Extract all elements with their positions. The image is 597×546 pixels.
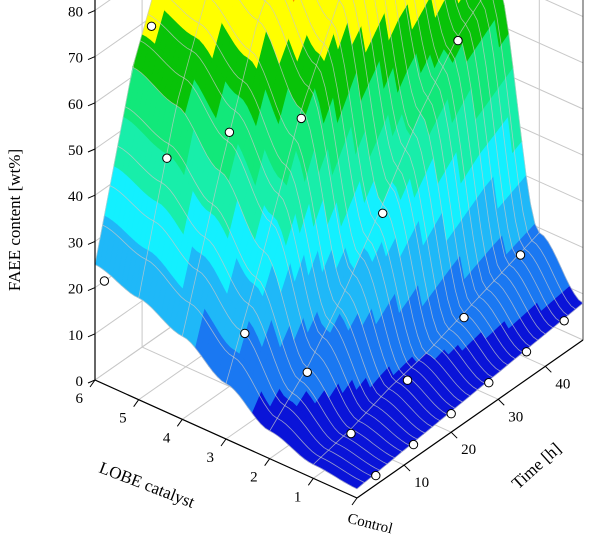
data-point <box>402 375 413 385</box>
mesh-line-catalyst <box>138 0 206 299</box>
surface-patch <box>199 0 206 3</box>
data-points <box>99 21 569 481</box>
catalyst-tick <box>176 419 183 427</box>
mesh-line-catalyst <box>181 0 267 337</box>
data-point <box>146 21 157 31</box>
surface-patch <box>293 0 304 15</box>
data-point <box>521 347 532 357</box>
mesh-line-catalyst <box>225 0 340 384</box>
catalyst-tick-label: Control <box>346 511 394 538</box>
data-point <box>99 276 110 286</box>
z-tick <box>87 102 96 107</box>
z-tick <box>87 287 96 292</box>
surface-patch <box>369 0 375 9</box>
catalyst-tick-label: 6 <box>76 391 84 407</box>
data-point <box>371 470 381 481</box>
surface-patch <box>472 0 482 8</box>
data-point <box>378 208 388 219</box>
catalyst-tick-label: 5 <box>119 411 127 427</box>
data-point <box>453 35 463 46</box>
time-tick-label: 10 <box>414 475 429 491</box>
z-tick-label: 40 <box>68 189 83 205</box>
catalyst-tick <box>351 497 358 506</box>
data-point <box>240 328 250 339</box>
catalyst-tick-label: 1 <box>294 489 302 505</box>
data-point <box>459 312 469 323</box>
surface-patch <box>151 0 158 4</box>
catalyst-tick <box>89 379 96 388</box>
catalyst-tick-label: 2 <box>250 470 258 486</box>
catalyst-axis-title: LOBE catalyst <box>97 458 198 512</box>
data-point <box>559 316 569 326</box>
data-point <box>515 250 526 260</box>
z-tick <box>87 240 96 245</box>
catalyst-tick <box>133 399 140 407</box>
z-tick <box>87 194 96 199</box>
z-tick <box>87 379 96 384</box>
time-tick <box>497 398 505 406</box>
time-tick <box>450 431 458 439</box>
z-tick-label: 60 <box>68 97 83 113</box>
z-tick <box>87 148 96 153</box>
time-tick <box>544 365 552 373</box>
data-point <box>408 439 419 450</box>
catalyst-tick-label: 3 <box>207 450 215 466</box>
z-tick-label: 80 <box>68 4 83 20</box>
catalyst-tick <box>220 438 227 447</box>
z-tick <box>87 56 96 61</box>
mesh-line-catalyst <box>356 302 584 490</box>
data-point <box>296 113 306 124</box>
z-tick <box>87 333 96 338</box>
catalyst-tick-label: 4 <box>163 430 171 446</box>
time-tick-label: 20 <box>461 442 476 458</box>
front-frame <box>87 0 584 506</box>
z-tick <box>87 9 96 14</box>
data-point <box>224 127 235 138</box>
data-point <box>346 428 356 439</box>
time-tick-label: 40 <box>555 376 570 392</box>
z-tick-label: 10 <box>68 328 83 344</box>
surface-patch <box>164 0 174 16</box>
time-tick-label: 30 <box>508 409 523 425</box>
mesh-line-catalyst <box>94 0 153 265</box>
surface-patch <box>159 0 168 11</box>
z-tick-label: 50 <box>68 143 83 159</box>
catalyst-tick <box>264 458 271 466</box>
mesh-line-catalyst <box>313 232 540 465</box>
z-tick-label: 0 <box>76 374 84 390</box>
data-point <box>484 378 494 388</box>
time-tick <box>403 464 411 472</box>
surface-patch <box>275 0 287 18</box>
z-tick-label: 30 <box>68 235 83 251</box>
data-point <box>302 367 312 377</box>
tick-labels: 0102030405060708090100654321Control10203… <box>68 4 570 538</box>
surface-patch <box>204 0 211 6</box>
z-tick-label: 70 <box>68 51 83 67</box>
z-tick-label: 20 <box>68 282 83 298</box>
catalyst-tick <box>307 478 314 486</box>
surface-patch <box>217 0 229 24</box>
time-axis-title: Time [h] <box>508 439 565 493</box>
data-point <box>162 153 172 163</box>
data-point <box>446 409 456 419</box>
surface-patch <box>271 0 279 8</box>
z-axis-title: FAEE content [wt%] <box>5 149 24 291</box>
